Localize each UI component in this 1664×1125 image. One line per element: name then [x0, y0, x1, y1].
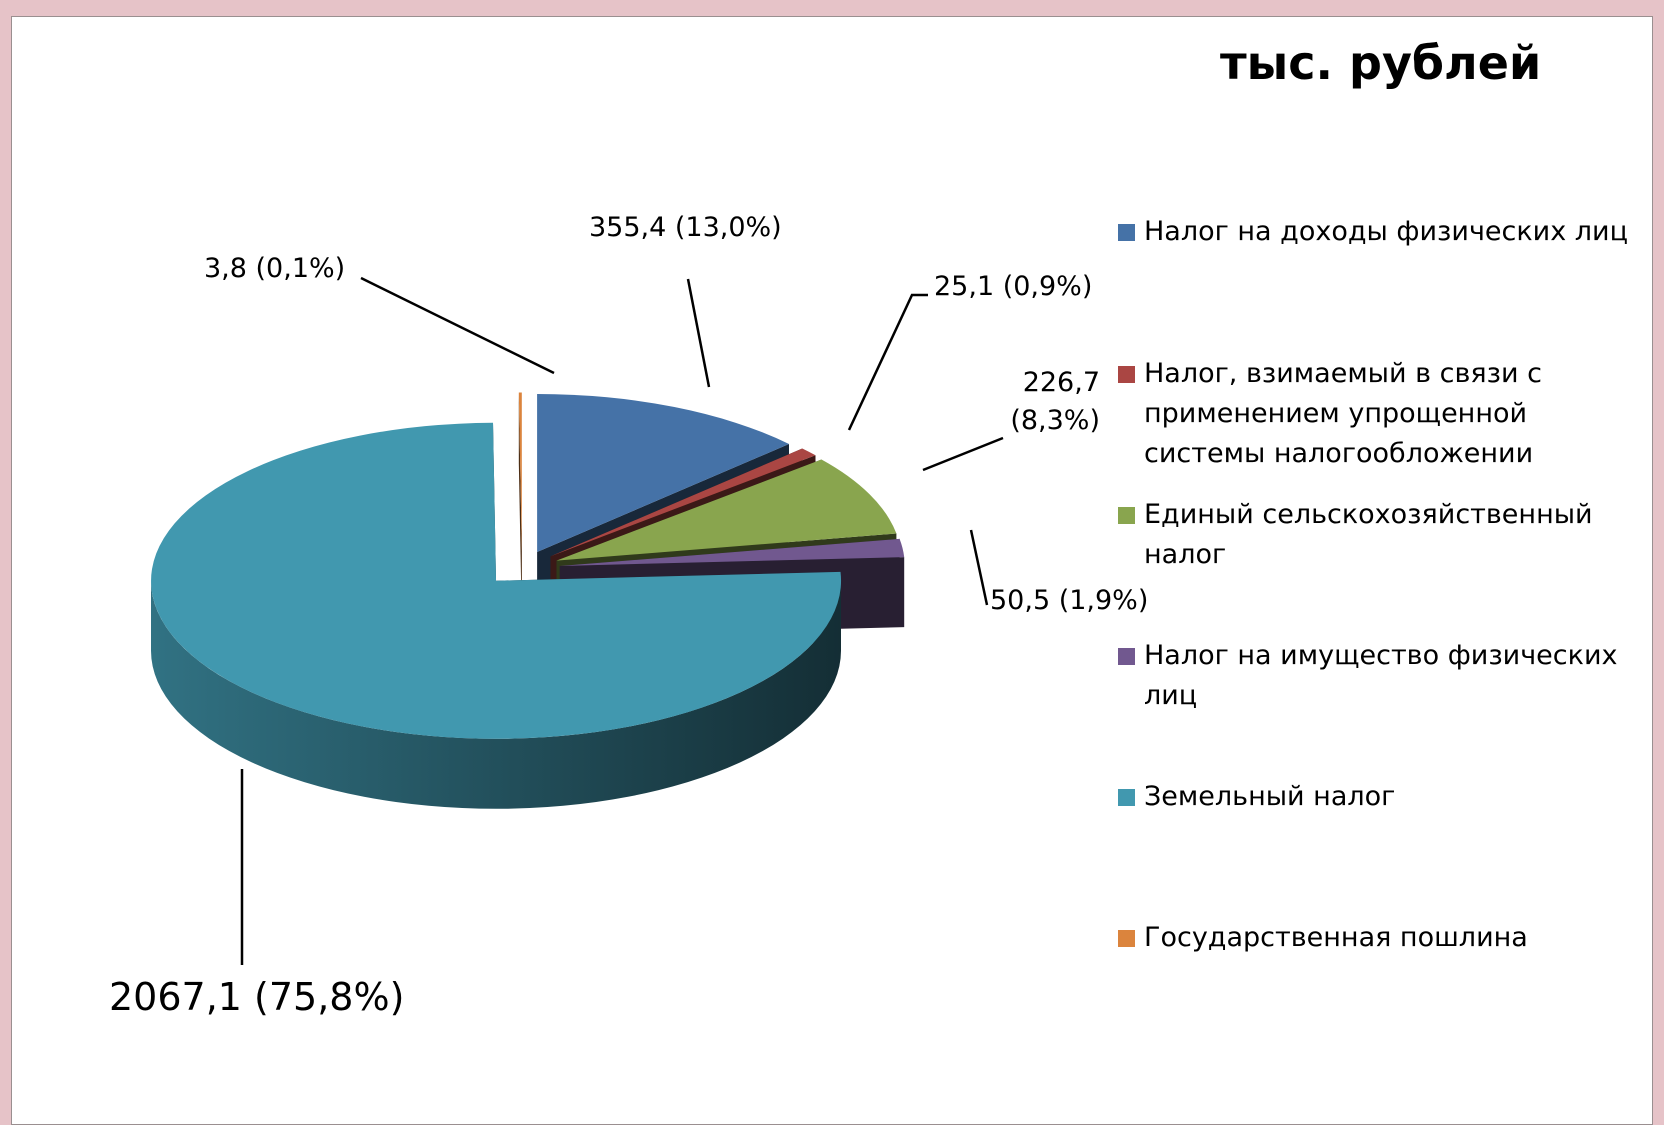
leader-line [969, 529, 989, 606]
legend-label: Налог на имущество физических лиц [1144, 640, 1618, 711]
legend-label: Единый сельскохозяйственный налог [1144, 499, 1593, 570]
legend-swatch [1118, 224, 1135, 241]
legend-swatch [1118, 648, 1135, 665]
leader-lines [240, 276, 1004, 965]
legend-swatch [1118, 366, 1135, 383]
data-label: 2067,1 (75,8%) [109, 975, 405, 1019]
slice-top [550, 448, 816, 557]
slice-side [518, 392, 522, 621]
data-label: 25,1 (0,9%) [934, 271, 1093, 302]
slice-top [151, 422, 842, 739]
data-label: 50,5 (1,9%) [990, 585, 1149, 616]
legend-label: Государственная пошлина [1144, 922, 1528, 953]
slice-top [518, 392, 522, 551]
legend-label: Налог на доходы физических лиц [1144, 216, 1628, 247]
legend-label: Налог, взимаемый в связи с применением у… [1144, 358, 1542, 469]
legend-swatch [1118, 930, 1135, 947]
data-label: 3,8 (0,1%) [204, 253, 346, 284]
legend-label: Земельный налог [1144, 781, 1396, 812]
legend-swatch [1118, 789, 1135, 806]
slice [518, 392, 522, 621]
legend-swatch [1118, 507, 1135, 524]
data-label: 226,7 (8,3%) [1010, 367, 1100, 436]
subtitle: тыс. рублей [1220, 36, 1542, 90]
leader-line [360, 276, 555, 375]
data-label: 355,4 (13,0%) [589, 212, 782, 243]
leader-line [686, 278, 711, 388]
slice-wall [151, 580, 841, 809]
slice [151, 422, 842, 809]
leader-line [922, 436, 1004, 472]
slice-top [559, 538, 905, 567]
slice-top [556, 459, 897, 561]
slice-top [537, 394, 789, 552]
leader-line [847, 293, 928, 431]
